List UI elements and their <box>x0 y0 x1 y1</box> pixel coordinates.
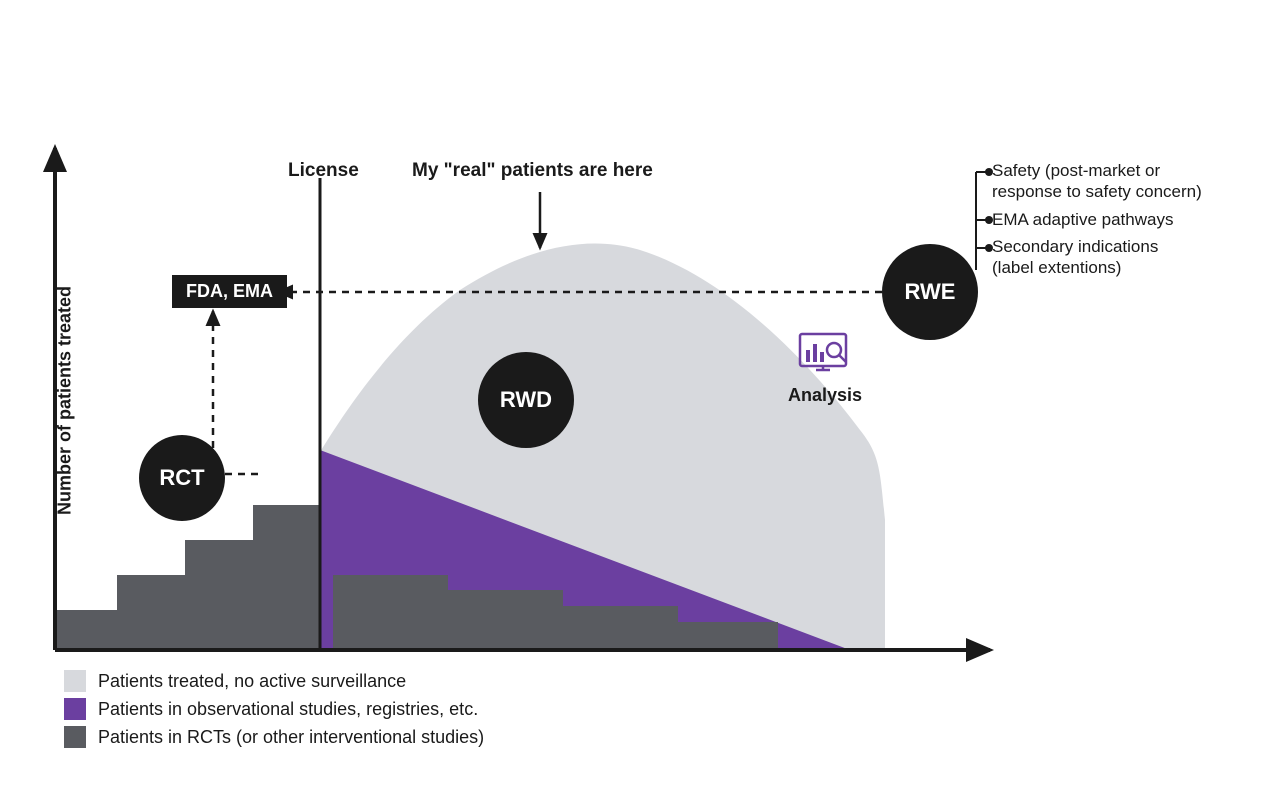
legend-swatch <box>64 698 86 720</box>
fda-ema-badge: FDA, EMA <box>172 275 287 308</box>
rwd-badge: RWD <box>478 352 574 448</box>
legend-swatch <box>64 670 86 692</box>
rwd-badge-text: RWD <box>500 387 552 413</box>
rwe-badge: RWE <box>882 244 978 340</box>
legend-row: Patients in RCTs (or other interventiona… <box>64 726 484 748</box>
legend-row: Patients in observational studies, regis… <box>64 698 484 720</box>
analysis-icon <box>798 332 854 376</box>
y-axis-label: Number of patients treated <box>55 251 76 551</box>
license-label: License <box>288 160 359 182</box>
legend: Patients treated, no active surveillance… <box>64 670 484 754</box>
rwe-item-ema: EMA adaptive pathways <box>992 209 1202 230</box>
rwe-item-safety: Safety (post-market or response to safet… <box>992 160 1202 203</box>
legend-swatch <box>64 726 86 748</box>
analysis-label: Analysis <box>788 385 862 406</box>
diagram-container: Number of patients treated License My "r… <box>0 0 1271 792</box>
rwe-item-secondary: Secondary indications (label extentions) <box>992 236 1202 279</box>
real-patients-label: My "real" patients are here <box>412 160 653 182</box>
rct-badge: RCT <box>139 435 225 521</box>
fda-ema-text: FDA, EMA <box>186 281 273 301</box>
legend-label: Patients in RCTs (or other interventiona… <box>98 727 484 748</box>
legend-label: Patients treated, no active surveillance <box>98 671 406 692</box>
rwe-outcomes-list: Safety (post-market or response to safet… <box>992 160 1202 284</box>
rct-badge-text: RCT <box>159 465 204 491</box>
rwe-badge-text: RWE <box>905 279 956 305</box>
legend-row: Patients treated, no active surveillance <box>64 670 484 692</box>
legend-label: Patients in observational studies, regis… <box>98 699 478 720</box>
